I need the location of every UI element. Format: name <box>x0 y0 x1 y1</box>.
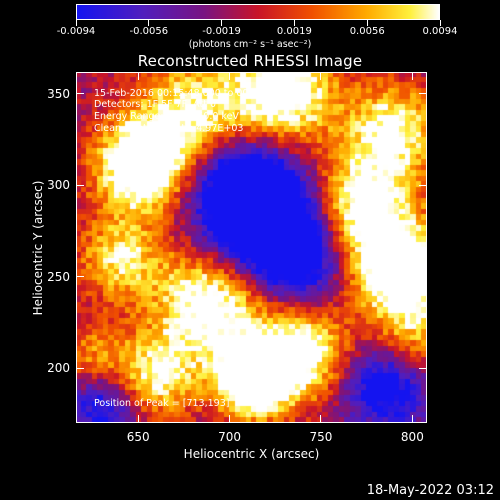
y-tick-label: 250 <box>47 269 70 284</box>
colorbar-tick <box>148 20 150 26</box>
y-tick-mark <box>419 184 426 186</box>
x-tick-label: 800 <box>400 430 424 444</box>
x-tick-mark <box>229 73 231 80</box>
colorbar-tick <box>75 20 77 26</box>
y-tick-label: 300 <box>47 178 70 193</box>
y-tick-mark <box>419 276 426 278</box>
colorbar-tick <box>366 20 368 26</box>
x-tick-mark <box>137 415 139 422</box>
timestamp: 18-May-2022 03:12 <box>366 483 494 498</box>
x-tick-label: 750 <box>309 430 333 444</box>
heatmap-image <box>76 72 427 423</box>
y-tick-mark <box>77 93 84 95</box>
x-axis-label: Heliocentric X (arcsec) <box>183 447 320 461</box>
annotation-time: 15-Feb-2016 00:15:48.000 to 00:19:48.000 <box>94 88 301 99</box>
colorbar-tick-label: -0.0094 <box>56 26 96 37</box>
colorbar <box>76 4 440 20</box>
annotation-energy: Energy Range: 25.0 - 50.0 keV <box>94 111 239 122</box>
y-tick-mark <box>77 367 84 369</box>
colorbar-tick-label: 0.0094 <box>422 26 458 37</box>
x-tick-mark <box>137 73 139 80</box>
x-tick-mark <box>411 415 413 422</box>
y-tick-label: 200 <box>47 361 70 376</box>
x-tick-label: 700 <box>218 430 242 444</box>
colorbar-tick-label: -0.0019 <box>202 26 241 37</box>
x-tick-mark <box>411 73 413 80</box>
chart-title: Reconstructed RHESSI Image <box>137 52 363 70</box>
y-tick-mark <box>77 184 84 186</box>
colorbar-tick <box>221 20 223 26</box>
y-tick-mark <box>77 276 84 278</box>
colorbar-tick <box>439 20 441 26</box>
x-tick-mark <box>320 73 322 80</box>
colorbar-unit-label: (photons cm⁻² s⁻¹ asec⁻²) <box>188 39 312 50</box>
colorbar-tick-label: 0.0056 <box>349 26 385 37</box>
annotation-clean: Clean Total counts: 4.97E+03 <box>94 123 244 134</box>
y-tick-label: 350 <box>47 86 70 101</box>
annotation-peak: Position of Peak = [713,193] <box>94 398 230 409</box>
annotation-detectors: Detectors: 1F 5F 7F, Att 0 <box>94 99 217 110</box>
x-tick-label: 650 <box>126 430 150 444</box>
y-tick-mark <box>419 367 426 369</box>
y-axis-label: Heliocentric Y (arcsec) <box>31 180 45 316</box>
colorbar-tick-label: 0.0019 <box>276 26 312 37</box>
x-tick-mark <box>320 415 322 422</box>
colorbar-tick <box>293 20 295 26</box>
y-tick-mark <box>419 93 426 95</box>
colorbar-tick-label: -0.0056 <box>129 26 169 37</box>
x-tick-mark <box>229 415 231 422</box>
